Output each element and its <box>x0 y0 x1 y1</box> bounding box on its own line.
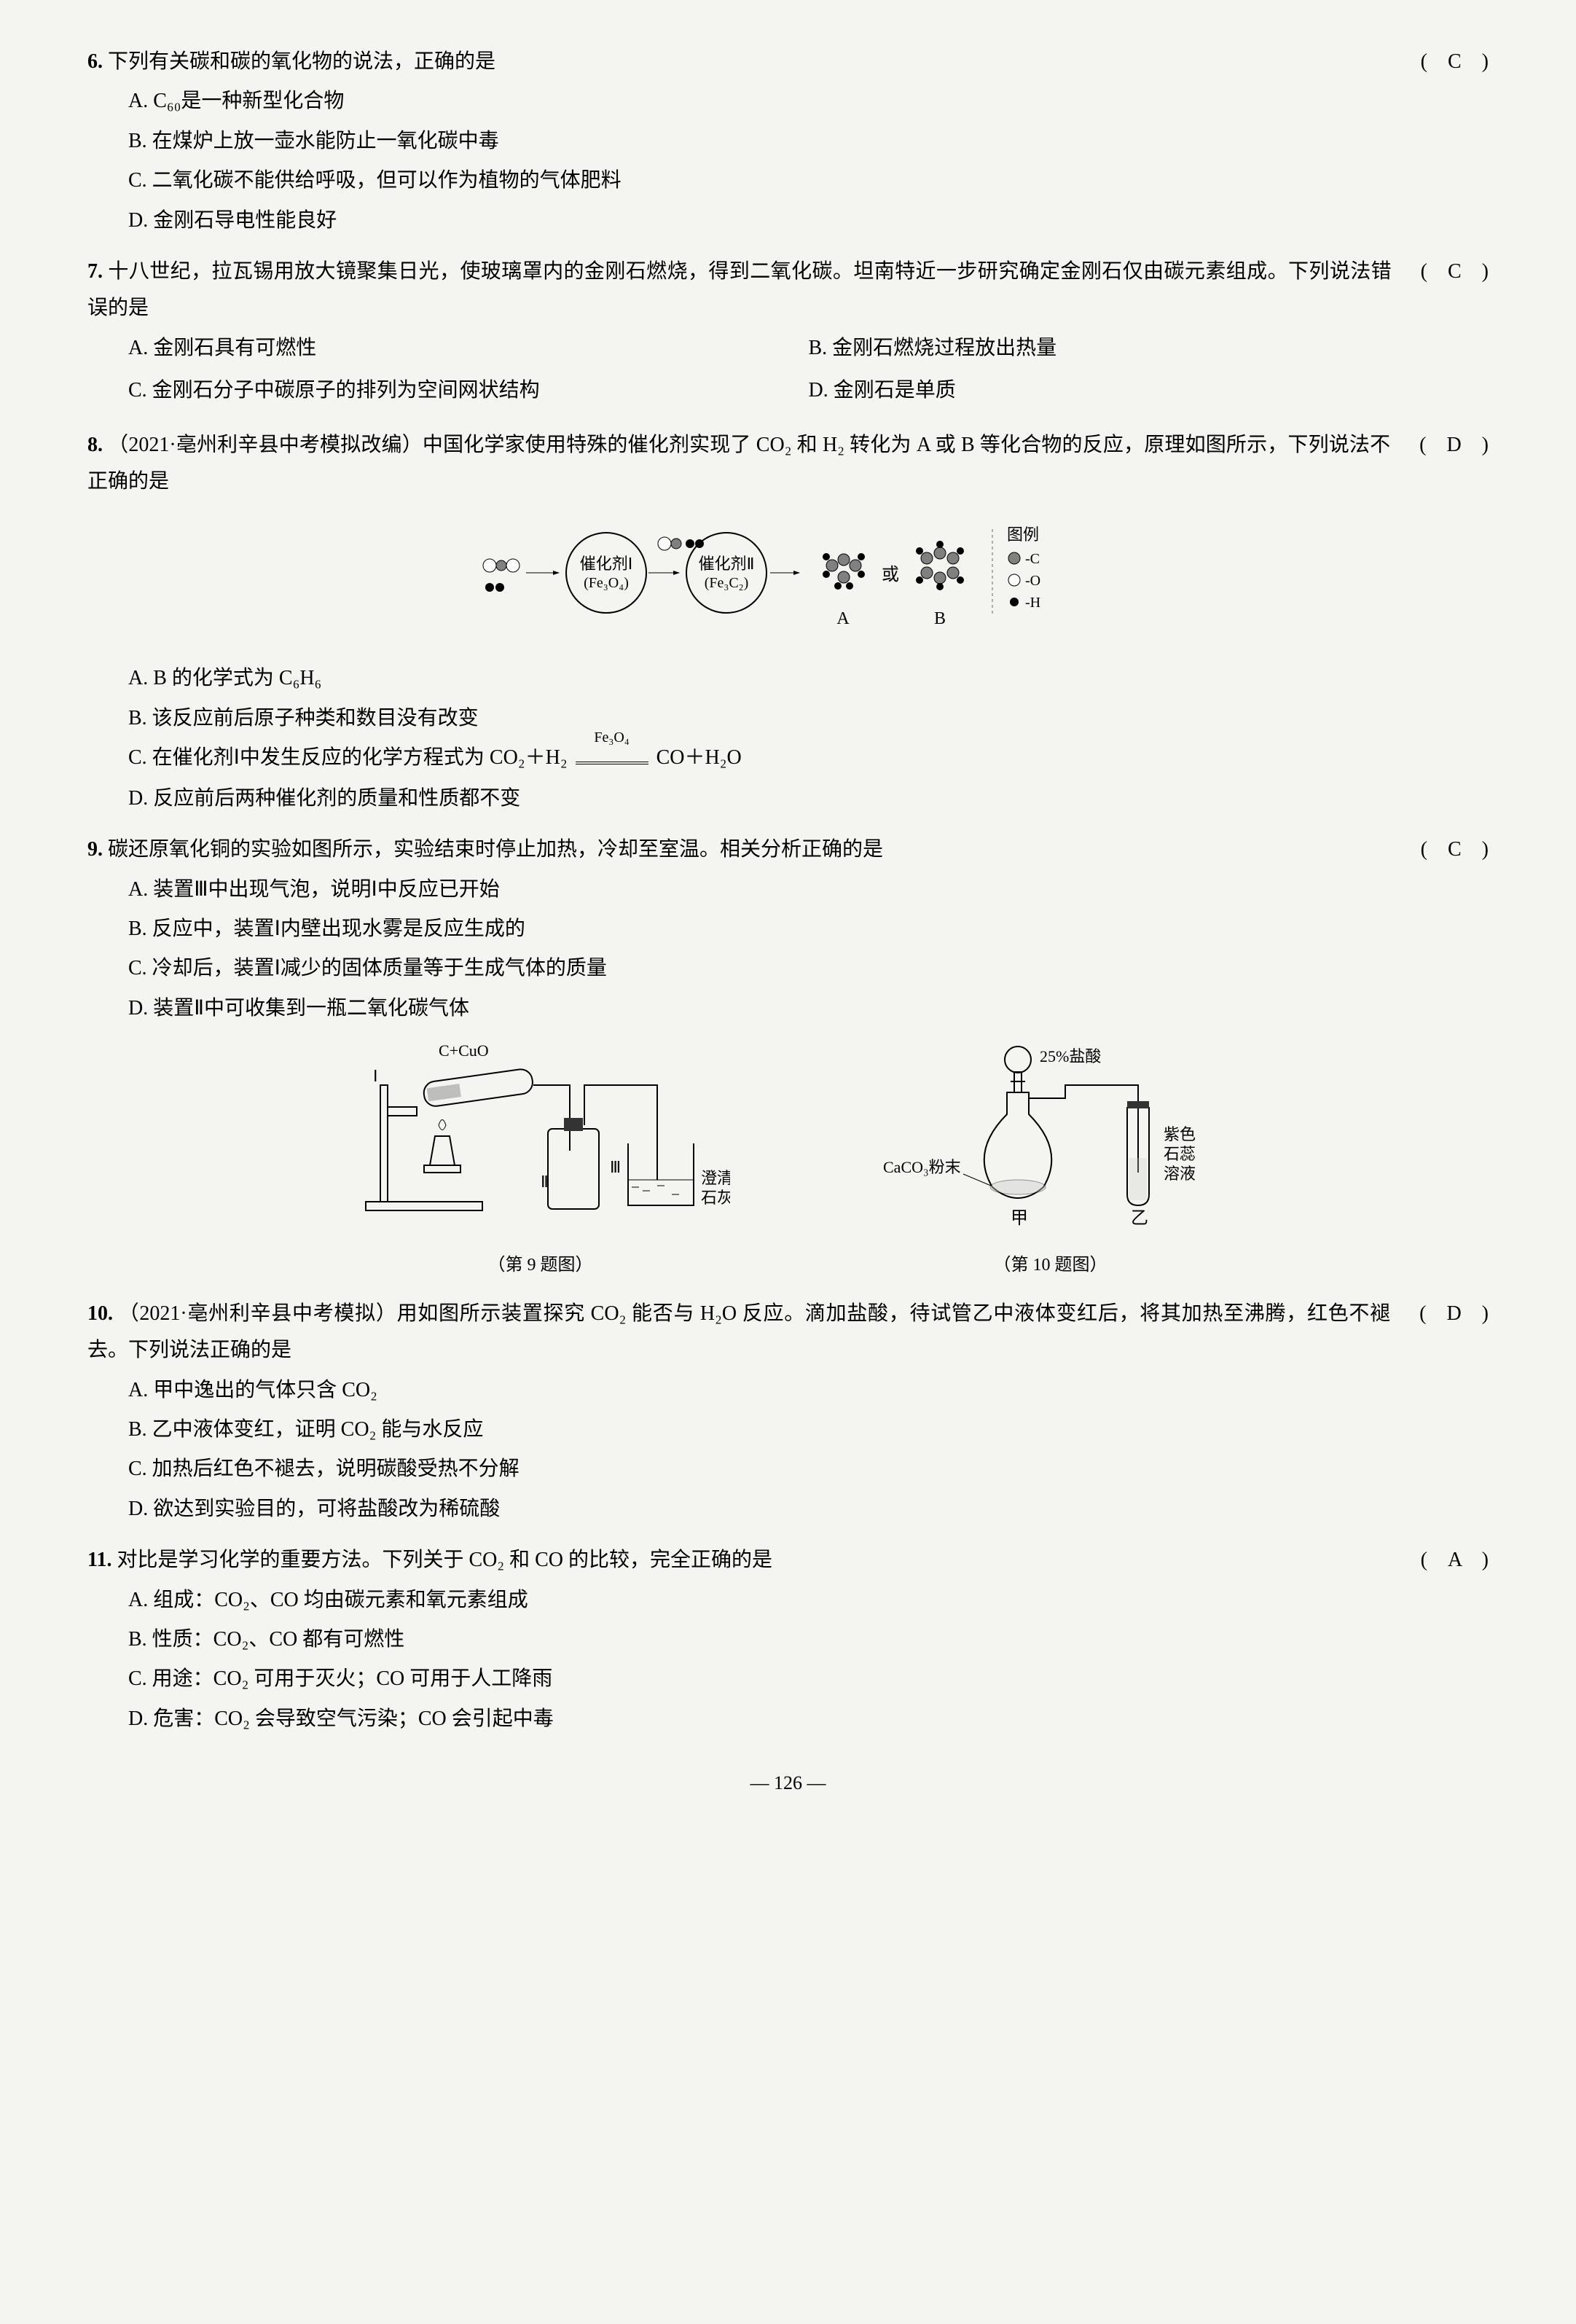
q11-option-c: C. 用途：CO₂ 可用于灭火；CO 可用于人工降雨 <box>128 1661 1489 1697</box>
q11-option-b: B. 性质：CO₂、CO 都有可燃性 <box>128 1621 1489 1658</box>
q10-answer: ( D ) <box>1419 1296 1489 1332</box>
question-7: 7. 十八世纪，拉瓦锡用放大镜聚集日光，使玻璃罩内的金刚石燃烧，得到二氧化碳。坦… <box>87 254 1489 412</box>
question-10: 10. （2021·亳州利辛县中考模拟）用如图所示装置探究 CO₂ 能否与 H₂… <box>87 1296 1489 1527</box>
q8-legend-c: -C <box>1025 551 1040 567</box>
q9-option-a: A. 装置Ⅲ中出现气泡，说明Ⅰ中反应已开始 <box>128 872 1489 908</box>
q8-answer: ( D ) <box>1419 427 1489 463</box>
question-9: 9. 碳还原氧化铜的实验如图所示，实验结束时停止加热，冷却至室温。相关分析正确的… <box>87 832 1489 1281</box>
q10-option-a: A. 甲中逸出的气体只含 CO₂ <box>128 1372 1489 1409</box>
q8-or-label: 或 <box>882 565 899 584</box>
q8-number: 8. <box>87 434 103 456</box>
q6-number: 6. <box>87 50 103 73</box>
q9-figure: C+CuO Ⅰ Ⅱ <box>351 1041 730 1281</box>
q10-label-jia: 甲 <box>1011 1209 1028 1228</box>
q10-text: （2021·亳州利辛县中考模拟）用如图所示装置探究 CO₂ 能否与 H₂O 反应… <box>87 1302 1390 1361</box>
q8-product-b-label: B <box>933 609 945 628</box>
q9-label-mix: C+CuO <box>439 1041 489 1060</box>
q10-option-d: D. 欲达到实验目的，可将盐酸改为稀硫酸 <box>128 1491 1489 1527</box>
q8-cat2-label: 催化剂Ⅱ <box>698 555 754 573</box>
q8-stem: 8. （2021·亳州利辛县中考模拟改编）中国化学家使用特殊的催化剂实现了 CO… <box>87 427 1390 501</box>
q9-label-lime2: 石灰水 <box>701 1189 730 1207</box>
q8-option-a: A. B 的化学式为 C₆H₆ <box>128 660 1489 697</box>
q9-label-iii: Ⅲ <box>610 1158 621 1176</box>
q10-caption: （第 10 题图） <box>876 1250 1226 1281</box>
q10-stem: 10. （2021·亳州利辛县中考模拟）用如图所示装置探究 CO₂ 能否与 H₂… <box>87 1296 1390 1369</box>
q9-option-d: D. 装置Ⅱ中可收集到一瓶二氧化碳气体 <box>128 990 1489 1027</box>
q11-answer: ( A ) <box>1421 1542 1489 1578</box>
q7-option-a: A. 金刚石具有可燃性 <box>128 330 809 367</box>
q7-answer: ( C ) <box>1421 254 1489 290</box>
q9-stem: 9. 碳还原氧化铜的实验如图所示，实验结束时停止加热，冷却至室温。相关分析正确的… <box>87 832 1392 868</box>
q10-label-litmus1: 紫色 <box>1164 1125 1196 1143</box>
question-11: 11. 对比是学习化学的重要方法。下列关于 CO₂ 和 CO 的比较，完全正确的… <box>87 1542 1489 1737</box>
q11-option-d: D. 危害：CO₂ 会导致空气污染；CO 会引起中毒 <box>128 1701 1489 1737</box>
q7-option-b: B. 金刚石燃烧过程放出热量 <box>809 330 1489 367</box>
q10-option-c: C. 加热后红色不褪去，说明碳酸受热不分解 <box>128 1451 1489 1487</box>
q10-label-litmus3: 溶液 <box>1164 1165 1196 1183</box>
q6-option-b: B. 在煤炉上放一壶水能防止一氧化碳中毒 <box>128 123 1489 160</box>
q10-option-b: B. 乙中液体变红，证明 CO₂ 能与水反应 <box>128 1412 1489 1448</box>
page-number: — 126 — <box>87 1767 1489 1801</box>
q7-number: 7. <box>87 260 103 283</box>
q9-label-i: Ⅰ <box>373 1067 378 1085</box>
q10-apparatus-svg: 25%盐酸 CaCO₃粉末 甲 乙 紫色 石蕊 溶液 <box>876 1041 1226 1231</box>
q10-label-litmus2: 石蕊 <box>1164 1145 1196 1163</box>
q11-text: 对比是学习化学的重要方法。下列关于 CO₂ 和 CO 的比较，完全正确的是 <box>117 1549 772 1571</box>
question-6: 6. 下列有关碳和碳的氧化物的说法，正确的是 ( C ) A. C₆₀是一种新型… <box>87 44 1489 239</box>
q8-cat1-label: 催化剂Ⅰ <box>579 555 632 573</box>
q8-option-c: C. 在催化剂Ⅰ中发生反应的化学方程式为 CO₂＋H₂ Fe₃O₄ CO＋H₂O <box>128 740 1489 778</box>
q6-text: 下列有关碳和碳的氧化物的说法，正确的是 <box>108 50 495 73</box>
q8-legend-h: -H <box>1025 595 1040 611</box>
q6-option-c: C. 二氧化碳不能供给呼吸，但可以作为植物的气体肥料 <box>128 163 1489 199</box>
q9-option-b: B. 反应中，装置Ⅰ内壁出现水雾是反应生成的 <box>128 911 1489 947</box>
q9-caption: （第 9 题图） <box>351 1250 730 1281</box>
q11-stem: 11. 对比是学习化学的重要方法。下列关于 CO₂ 和 CO 的比较，完全正确的… <box>87 1542 1392 1578</box>
q8-cat2-sub: (Fe₃C₂) <box>704 575 748 591</box>
q6-option-a: A. C₆₀是一种新型化合物 <box>128 83 1489 120</box>
q9-apparatus-svg: C+CuO Ⅰ Ⅱ <box>351 1041 730 1231</box>
q9-option-c: C. 冷却后，装置Ⅰ减少的固体质量等于生成气体的质量 <box>128 950 1489 987</box>
q9-number: 9. <box>87 838 103 861</box>
q10-label-yi: 乙 <box>1131 1209 1148 1228</box>
q8-text: （2021·亳州利辛县中考模拟改编）中国化学家使用特殊的催化剂实现了 CO₂ 和… <box>87 434 1390 493</box>
q6-answer: ( C ) <box>1421 44 1489 80</box>
q8-diagram: 催化剂Ⅰ (Fe₃O₄) 催化剂Ⅱ (Fe₃C₂) <box>87 515 1489 646</box>
q7-stem: 7. 十八世纪，拉瓦锡用放大镜聚集日光，使玻璃罩内的金刚石燃烧，得到二氧化碳。坦… <box>87 254 1392 327</box>
q8-legend-o: -O <box>1025 573 1040 589</box>
q11-option-a: A. 组成：CO₂、CO 均由碳元素和氧元素组成 <box>128 1582 1489 1619</box>
q9-label-ii: Ⅱ <box>541 1173 549 1191</box>
q7-text: 十八世纪，拉瓦锡用放大镜聚集日光，使玻璃罩内的金刚石燃烧，得到二氧化碳。坦南特近… <box>87 260 1392 319</box>
q7-option-d: D. 金刚石是单质 <box>809 372 1489 409</box>
q9-text: 碳还原氧化铜的实验如图所示，实验结束时停止加热，冷却至室温。相关分析正确的是 <box>108 838 883 861</box>
q8-legend-title: 图例 <box>1007 525 1039 544</box>
q7-option-c: C. 金刚石分子中碳原子的排列为空间网状结构 <box>128 372 809 409</box>
q8-product-a-label: A <box>836 609 850 628</box>
q10-label-powder: CaCO₃粉末 <box>883 1158 961 1176</box>
question-8: 8. （2021·亳州利辛县中考模拟改编）中国化学家使用特殊的催化剂实现了 CO… <box>87 427 1489 818</box>
q8-option-b: B. 该反应前后原子种类和数目没有改变 <box>128 700 1489 737</box>
q10-label-acid: 25%盐酸 <box>1040 1047 1101 1065</box>
q8-catalyst-diagram: 催化剂Ⅰ (Fe₃O₄) 催化剂Ⅱ (Fe₃C₂) <box>460 515 1116 646</box>
q10-number: 10. <box>87 1302 113 1325</box>
q11-number: 11. <box>87 1549 111 1571</box>
q8-option-d: D. 反应前后两种催化剂的质量和性质都不变 <box>128 780 1489 817</box>
q9-label-lime: 澄清 <box>701 1169 730 1187</box>
q10-figure: 25%盐酸 CaCO₃粉末 甲 乙 紫色 石蕊 溶液 （第 10 题图） <box>876 1041 1226 1281</box>
q8-cat1-sub: (Fe₃O₄) <box>584 575 629 591</box>
q6-option-d: D. 金刚石导电性能良好 <box>128 203 1489 239</box>
q9-answer: ( C ) <box>1421 832 1489 868</box>
q6-stem: 6. 下列有关碳和碳的氧化物的说法，正确的是 <box>87 44 1392 80</box>
